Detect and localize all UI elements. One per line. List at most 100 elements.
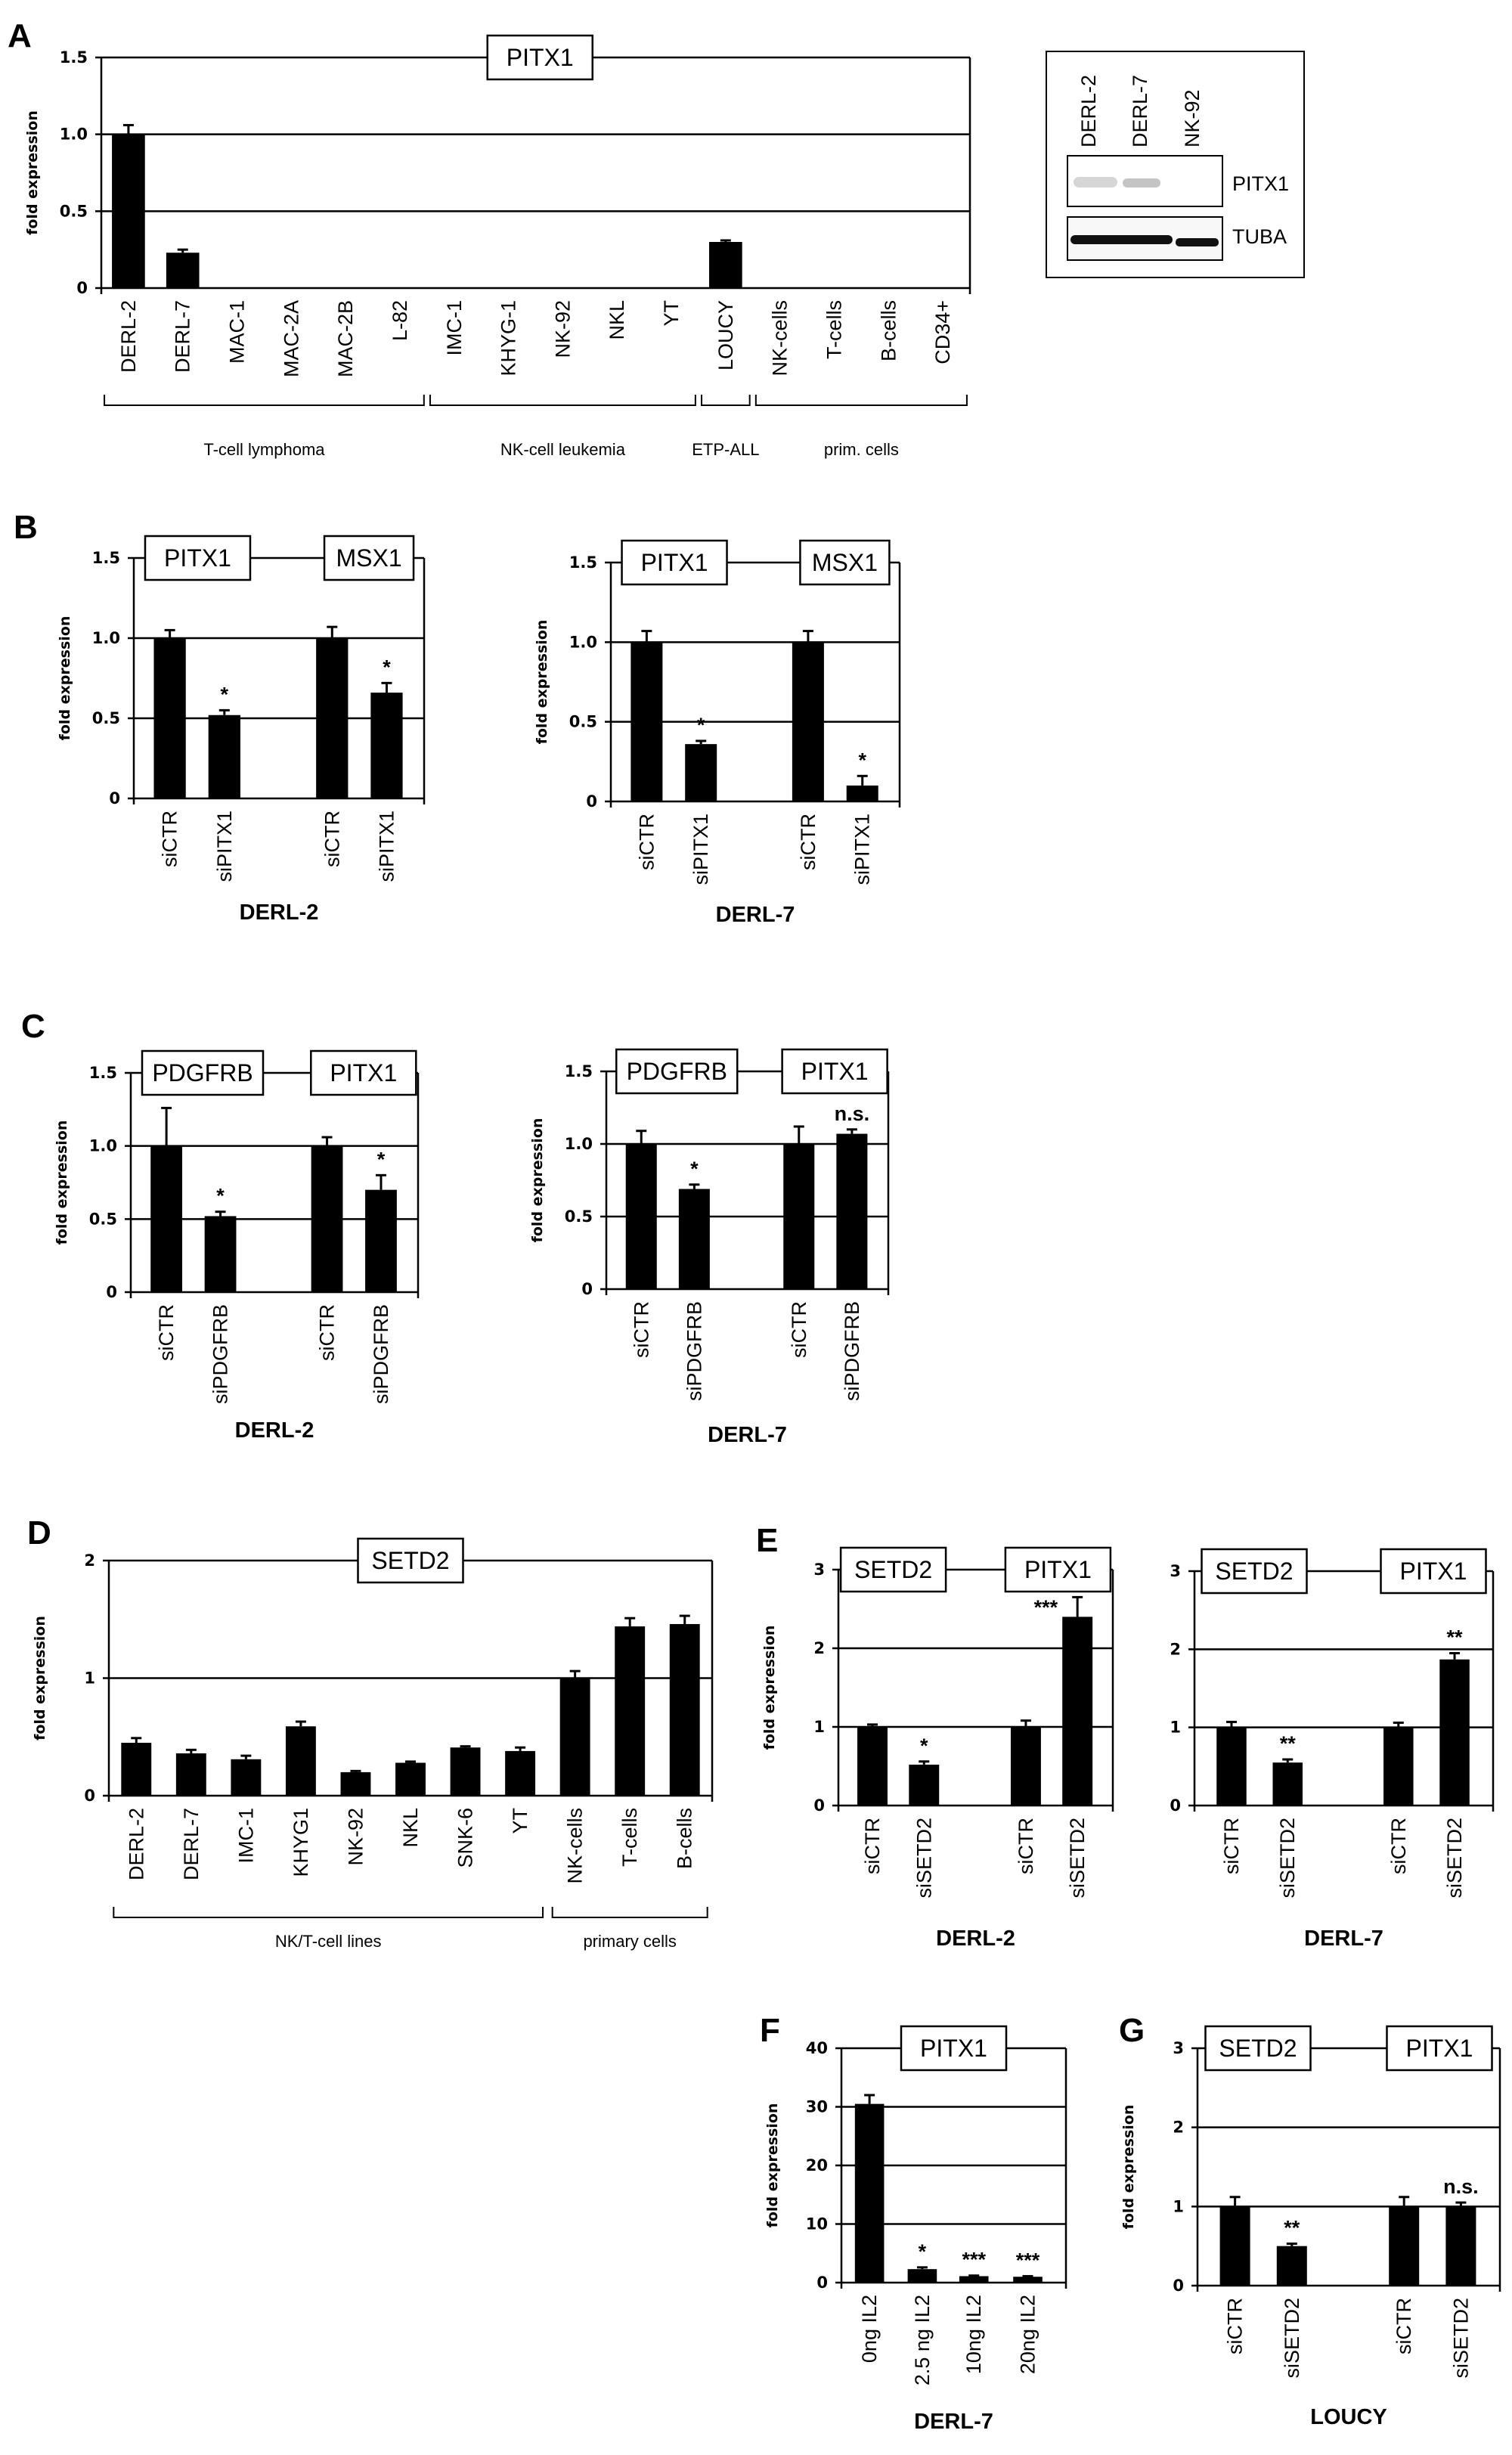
category-label: NK-cells <box>564 1808 587 1884</box>
category-label: siSETD2 <box>1276 1818 1299 1899</box>
bar <box>631 642 663 801</box>
gene-label: PDGFRB <box>152 1059 253 1086</box>
significance-label: ** <box>1284 2217 1300 2240</box>
y-tick-label: 1.0 <box>92 629 120 647</box>
bar <box>505 1750 536 1796</box>
category-label: siCTR <box>159 811 181 867</box>
bar <box>208 714 240 798</box>
bar <box>1062 1617 1093 1806</box>
y-axis-label: fold expression <box>24 110 41 235</box>
lane-label: DERL-7 <box>1129 75 1151 147</box>
y-tick-label: 0 <box>84 1787 95 1805</box>
y-tick-label: 0 <box>76 279 88 297</box>
gene-label-box <box>357 1537 464 1584</box>
cell-line-label: DERL-7 <box>716 903 795 927</box>
y-tick-label: 0 <box>581 1280 593 1298</box>
pitx1-band <box>1123 178 1160 188</box>
bar <box>669 1623 700 1796</box>
y-tick-label: 1 <box>84 1669 95 1688</box>
category-label: siPITX1 <box>689 814 712 885</box>
chart-panel-e: 0 1 2 3 fold expression siCTR * siSETD2 siCTR ***… <box>761 1546 1114 1951</box>
y-tick-label: 0.5 <box>569 713 597 731</box>
group-bracket <box>551 1907 708 1918</box>
category-label: IMC-1 <box>443 300 466 356</box>
y-tick-label: 40 <box>806 2039 828 2057</box>
gene-label: PITX1 <box>330 1059 397 1086</box>
gene-label-box <box>310 1049 417 1096</box>
cell-line-label: LOUCY <box>1310 2405 1387 2429</box>
gene-label-box <box>1201 1548 1308 1595</box>
bar <box>150 1145 183 1292</box>
group-bracket <box>429 395 696 406</box>
bar <box>340 1772 371 1796</box>
category-label: siPDGFRB <box>209 1304 232 1404</box>
y-tick-label: 20 <box>806 2156 828 2174</box>
bar <box>909 1764 940 1806</box>
gene-label: SETD2 <box>1215 1558 1293 1585</box>
bar <box>112 134 145 288</box>
bar <box>959 2276 989 2283</box>
significance-label: * <box>383 656 391 678</box>
chart-panel-d: 0 1 2 fold expression DERL-2 DERL-7 IMC-1 KHYG1… <box>32 1537 714 1951</box>
bar <box>709 242 742 288</box>
gene-label-box <box>1004 1546 1112 1593</box>
category-label: siCTR <box>1393 2298 1415 2354</box>
chart-panel-b: 0 0.5 1.0 1.5 fold expression siCTR * siPITX1 si… <box>534 539 901 927</box>
bar <box>907 2269 937 2283</box>
chart-panel-f: 0 10 20 30 40 fold expression 0ng IL2 * 2.5 ng I… <box>764 2025 1067 2434</box>
significance-label: * <box>690 1158 699 1180</box>
cell-line-label: DERL-2 <box>235 1418 314 1443</box>
category-label: 10ng IL2 <box>962 2295 985 2374</box>
category-label: siCTR <box>1224 2298 1247 2354</box>
category-label: siPDGFRB <box>370 1304 392 1404</box>
significance-label: ** <box>1447 1626 1464 1649</box>
category-label: siCTR <box>155 1304 178 1361</box>
significance-label: n.s. <box>835 1102 870 1125</box>
y-tick-label: 0 <box>106 1283 117 1301</box>
bar <box>1383 1727 1414 1806</box>
y-tick-label: 3 <box>1170 1562 1181 1580</box>
y-tick-label: 2 <box>1173 2119 1184 2137</box>
category-label: LOUCY <box>714 300 737 370</box>
category-label: siSETD2 <box>1443 1818 1466 1899</box>
bar <box>1013 2277 1043 2283</box>
category-label: NK-92 <box>551 300 574 358</box>
category-label: siSETD2 <box>1449 2298 1472 2379</box>
category-label: DERL-7 <box>180 1808 203 1880</box>
group-label: NK/T-cell lines <box>275 1932 382 1951</box>
bar <box>792 642 824 801</box>
chart-panel-b: 0 0.5 1.0 1.5 fold expression siCTR * siPITX1 si… <box>57 535 426 925</box>
lane-label: NK-92 <box>1181 89 1204 147</box>
group-bracket <box>104 395 425 406</box>
cell-line-label: DERL-2 <box>936 1926 1015 1951</box>
group-label: NK-cell leukemia <box>500 440 626 459</box>
y-axis-label: fold expression <box>761 1626 778 1750</box>
bar <box>625 1144 657 1289</box>
category-label: siCTR <box>635 814 658 870</box>
y-axis-label: fold expression <box>1120 2105 1137 2230</box>
significance-label: * <box>919 2240 927 2263</box>
gene-label-box <box>486 34 593 81</box>
bar <box>204 1216 237 1292</box>
gene-label: MSX1 <box>336 544 401 572</box>
y-tick-label: 0.5 <box>89 1210 117 1228</box>
significance-label: *** <box>1016 2249 1040 2271</box>
bar <box>836 1133 868 1289</box>
y-tick-label: 3 <box>1173 2039 1184 2057</box>
significance-label: * <box>221 683 229 705</box>
pitx1-band <box>1074 177 1117 188</box>
gene-label-box <box>781 1048 888 1095</box>
y-axis-label: fold expression <box>764 2103 781 2228</box>
bar <box>1445 2206 1476 2286</box>
y-tick-label: 0 <box>813 1796 825 1815</box>
category-label: NKL <box>606 300 628 340</box>
bar <box>395 1762 426 1796</box>
western-blot: DERL-2 DERL-7 NK-92 PITX1 TUBA <box>1046 51 1305 278</box>
panel-letter: C <box>21 1008 45 1045</box>
y-tick-label: 1.5 <box>60 48 88 67</box>
category-label: siCTR <box>797 814 820 870</box>
group-label: ETP-ALL <box>692 440 759 459</box>
bar <box>685 744 717 801</box>
tuba-band <box>1176 238 1219 246</box>
category-label: MAC-2A <box>280 300 302 377</box>
